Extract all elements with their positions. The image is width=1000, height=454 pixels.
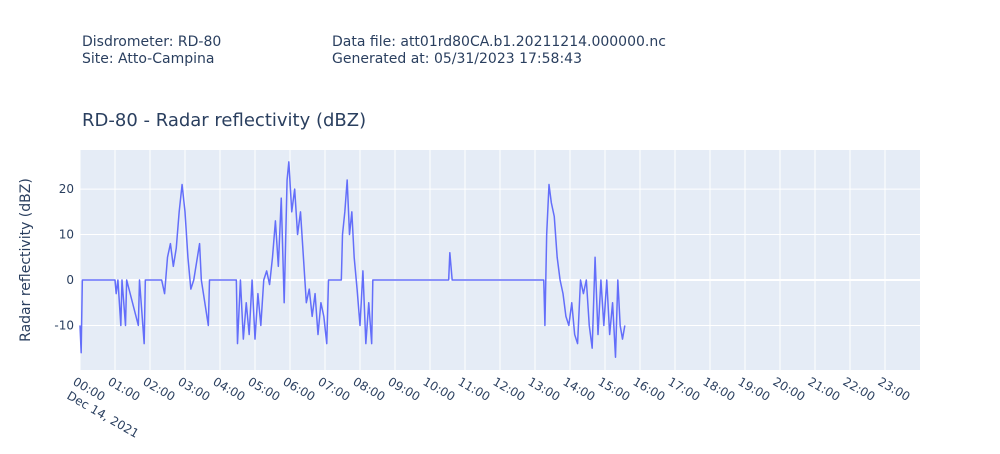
x-tick-label: 05:00 bbox=[246, 374, 283, 403]
x-tick-label: 12:00 bbox=[491, 374, 528, 403]
marks bbox=[79, 161, 626, 359]
x-tick-label: 22:00 bbox=[841, 374, 878, 403]
x-tick-label: 23:00 bbox=[876, 374, 913, 403]
x-tick-label: 20:00 bbox=[771, 374, 808, 403]
x-tick-label: 16:00 bbox=[631, 374, 668, 403]
x-tick-label: 21:00 bbox=[806, 374, 843, 403]
x-tick-label: 02:00 bbox=[141, 374, 178, 403]
x-tick-label: 14:00 bbox=[561, 374, 598, 403]
chart-title: RD-80 - Radar reflectivity (dBZ) bbox=[82, 110, 366, 131]
y-tick-label: 0 bbox=[66, 273, 74, 287]
y-axis-label: Radar reflectivity (dBZ) bbox=[18, 178, 34, 342]
header-disdrometer: Disdrometer: RD-80 bbox=[82, 34, 221, 50]
x-tick-label: 03:00 bbox=[176, 374, 213, 403]
y-tick-label: 20 bbox=[59, 182, 74, 196]
x-tick-label: 10:00 bbox=[421, 374, 458, 403]
y-tick-label: 10 bbox=[59, 228, 74, 242]
x-tick-label: 06:00 bbox=[281, 374, 318, 403]
x-tick-label: 18:00 bbox=[701, 374, 738, 403]
x-tick-label: 09:00 bbox=[386, 374, 423, 403]
y-tick-label: -10 bbox=[54, 318, 74, 332]
header-generated: Generated at: 05/31/2023 17:58:43 bbox=[332, 51, 582, 67]
header-site: Site: Atto-Campina bbox=[82, 51, 214, 67]
x-tick-label: 15:00 bbox=[596, 374, 633, 403]
x-tick-label: 13:00 bbox=[526, 374, 563, 403]
x-tick-label: 17:00 bbox=[666, 374, 703, 403]
x-tick-label: 08:00 bbox=[351, 374, 388, 403]
x-tick-label: 07:00 bbox=[316, 374, 353, 403]
x-tick-label: 11:00 bbox=[456, 374, 493, 403]
x-tick-label: 04:00 bbox=[211, 374, 248, 403]
header-data-file: Data file: att01rd80CA.b1.20211214.00000… bbox=[332, 34, 666, 50]
series-line bbox=[79, 161, 626, 359]
x-tick-label: 19:00 bbox=[736, 374, 773, 403]
x-tick-label: 01:00 bbox=[106, 374, 143, 403]
